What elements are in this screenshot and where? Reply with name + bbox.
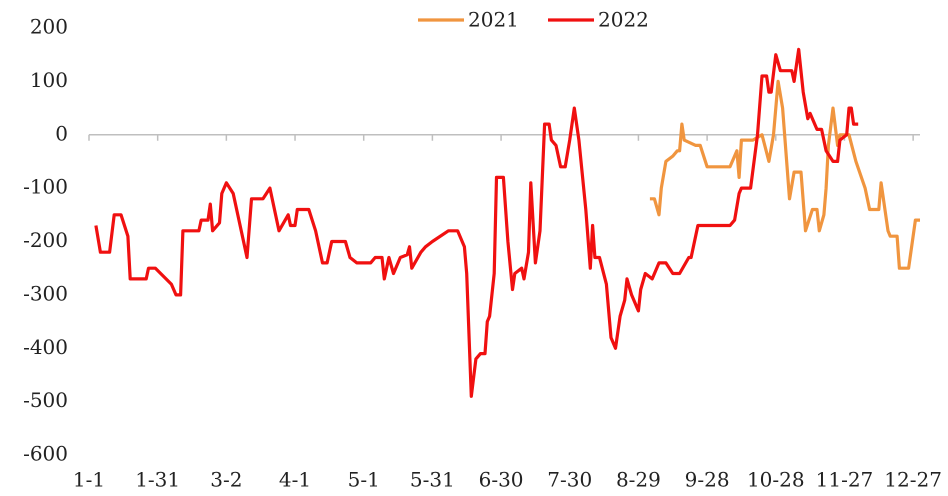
x-tick-label: 12-27 xyxy=(884,468,942,492)
y-tick-label: 100 xyxy=(30,68,68,92)
x-tick-label: 6-30 xyxy=(479,468,524,492)
x-tick-label: 1-31 xyxy=(135,468,180,492)
x-tick-label: 10-28 xyxy=(747,468,805,492)
legend-label: 2021 xyxy=(468,8,519,32)
x-tick-label: 5-1 xyxy=(348,468,380,492)
series-line xyxy=(649,79,920,270)
legend-label: 2022 xyxy=(598,8,649,32)
x-tick-label: 3-2 xyxy=(210,468,242,492)
y-tick-label: 200 xyxy=(30,15,68,39)
y-tick-label: -600 xyxy=(23,442,68,466)
x-tick-label: 1-1 xyxy=(73,468,105,492)
y-tick-label: -100 xyxy=(23,175,68,199)
x-tick-label: 9-28 xyxy=(685,468,730,492)
x-tick-label: 11-27 xyxy=(816,468,874,492)
y-tick-label: -200 xyxy=(23,228,68,252)
y-tick-label: -300 xyxy=(23,281,68,305)
y-tick-label: -400 xyxy=(23,335,68,359)
y-tick-label: 0 xyxy=(55,121,68,145)
x-tick-label: 4-1 xyxy=(279,468,311,492)
series-line xyxy=(94,47,859,398)
x-tick-label: 5-31 xyxy=(410,468,455,492)
y-tick-label: -500 xyxy=(23,388,68,412)
x-tick-label: 8-29 xyxy=(616,468,661,492)
x-tick-label: 7-30 xyxy=(547,468,592,492)
